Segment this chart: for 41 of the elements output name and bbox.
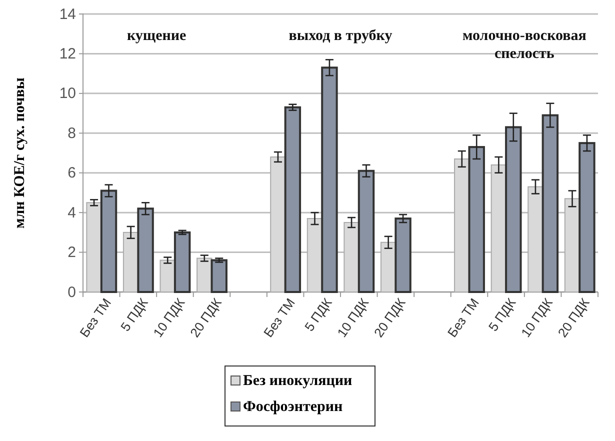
- bar: [505, 126, 522, 293]
- bar: [454, 158, 470, 292]
- bar: [122, 232, 139, 292]
- bar: [542, 114, 559, 293]
- bar: [160, 260, 176, 292]
- x-tick-label: Без ТМ: [260, 295, 298, 340]
- bar: [284, 106, 302, 293]
- y-axis-title: млн КОЕ/г сух. почвы: [12, 77, 28, 228]
- bar: [100, 190, 118, 293]
- y-tick-label: 4: [68, 204, 76, 222]
- x-tick-label: Без ТМ: [444, 295, 482, 340]
- x-tick-label: Без ТМ: [76, 295, 114, 340]
- bar: [321, 66, 338, 293]
- y-tick-label: 8: [68, 124, 76, 142]
- bar: [137, 208, 154, 293]
- bar: [490, 164, 507, 292]
- bar: [210, 259, 228, 293]
- annotation: кущение: [126, 28, 187, 44]
- bar: [196, 258, 212, 292]
- annotation: выход в трубку: [288, 28, 393, 44]
- y-tick-label: 14: [59, 6, 76, 23]
- y-tick-label: 2: [68, 244, 76, 262]
- bar: [528, 186, 544, 292]
- y-tick-label: 0: [68, 284, 76, 301]
- annotation: молочно-восковая спелость: [462, 28, 586, 62]
- bar: [578, 142, 596, 293]
- bar: [468, 146, 485, 293]
- legend-label: Фосфоэнтерин: [243, 399, 344, 415]
- bar: [564, 198, 580, 292]
- bar: [394, 218, 412, 293]
- bar: [174, 231, 191, 293]
- bar: [270, 156, 286, 292]
- bar: [306, 218, 323, 292]
- bar: [344, 222, 360, 292]
- legend-label: Без инокуляции: [243, 373, 353, 389]
- y-tick-label: 12: [59, 46, 76, 63]
- bar: [358, 170, 375, 293]
- y-tick-label: 6: [68, 164, 76, 182]
- bar: [86, 202, 102, 292]
- bar: [380, 242, 396, 292]
- y-tick-label: 10: [59, 85, 76, 102]
